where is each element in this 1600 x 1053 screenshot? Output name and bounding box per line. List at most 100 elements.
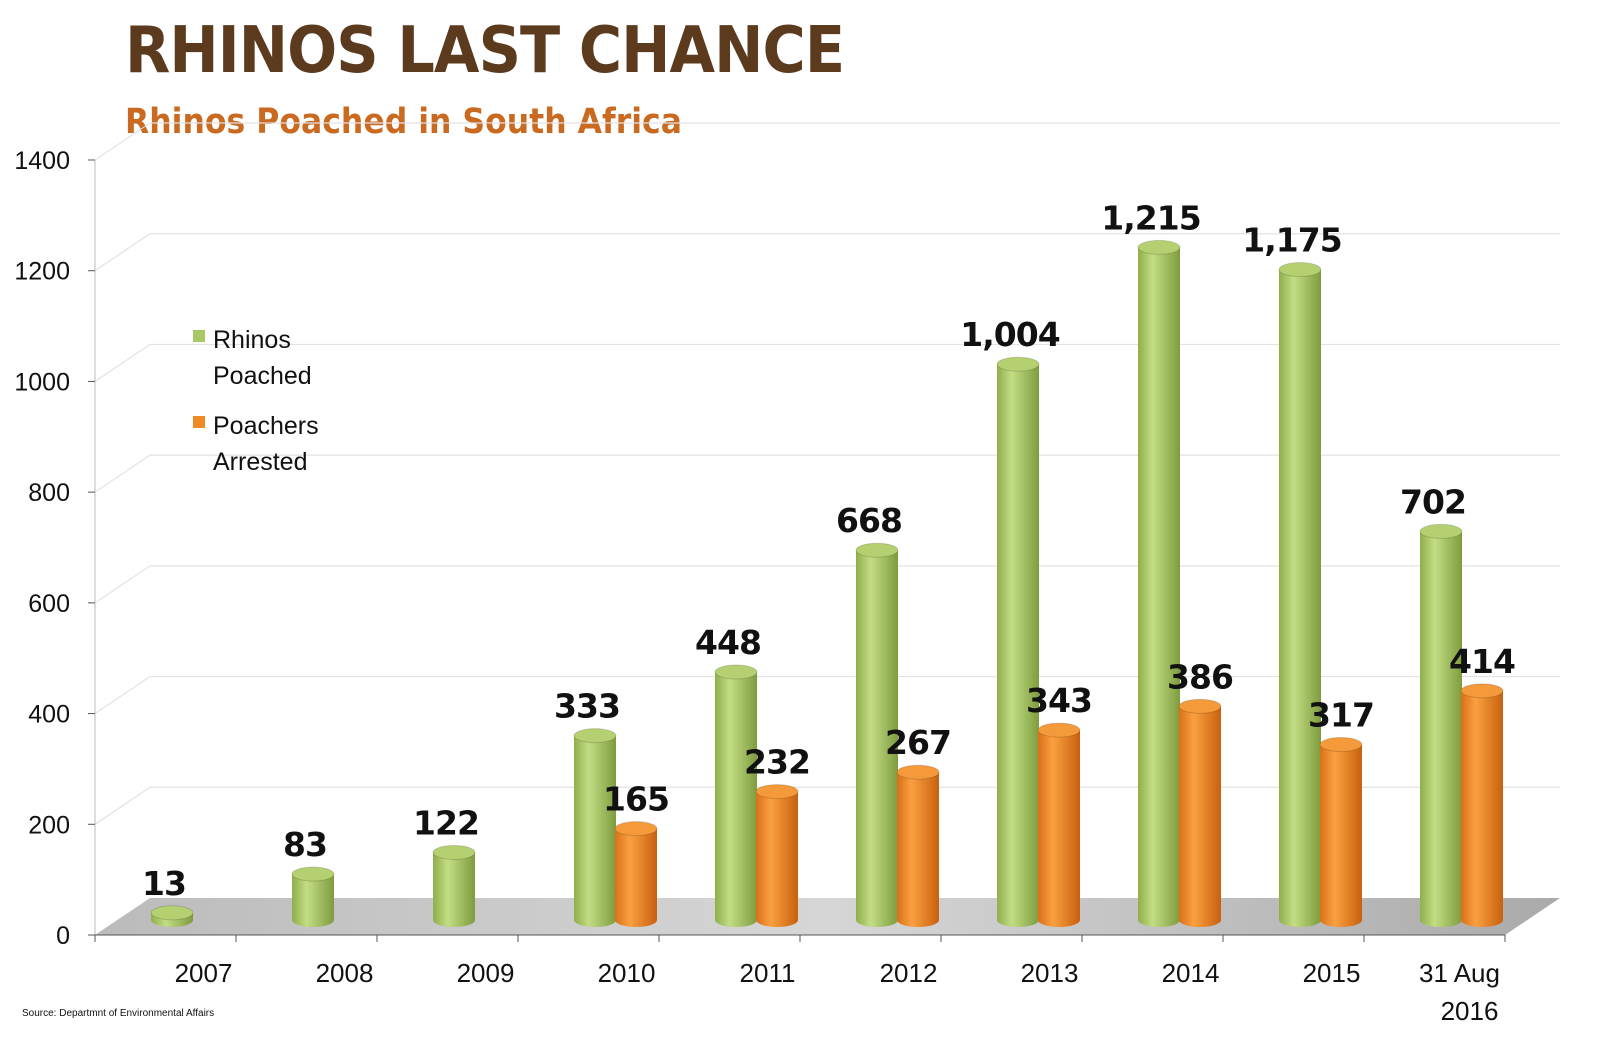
data-label: 83 (283, 825, 327, 864)
bar-poachers-arrested-body (897, 772, 939, 927)
bar-rhinos-poached (291, 866, 335, 927)
data-label: 232 (744, 743, 810, 782)
legend: Rhinos Poached Poachers Arrested (193, 322, 343, 494)
bar-rhinos-poached-body (997, 364, 1039, 927)
gridline-diagonal (94, 122, 151, 161)
gridline-diagonal (94, 454, 151, 493)
bar-rhinos-poached-top (714, 664, 758, 680)
bar-rhinos-poached (1419, 523, 1463, 927)
gridline-diagonal (94, 676, 151, 714)
bar-rhinos-poached-top (150, 905, 194, 921)
bar-poachers-arrested-body (1461, 690, 1503, 927)
bar-poachers-arrested (1319, 737, 1363, 927)
x-tick-label: 2010 (598, 958, 656, 988)
bar-rhinos-poached (996, 356, 1040, 927)
bar-rhinos-poached-body (1279, 269, 1321, 927)
bar-rhinos-poached-body (433, 852, 475, 927)
data-label: 414 (1449, 642, 1515, 681)
x-tick-label: 2014 (1162, 958, 1220, 988)
y-tick-label: 1200 (14, 258, 70, 286)
y-tick-label: 1400 (14, 147, 70, 175)
bar-rhinos-poached (432, 844, 476, 927)
bar-rhinos-poached-body (574, 735, 616, 927)
gridline-diagonal (94, 344, 151, 382)
data-label: 343 (1026, 681, 1092, 720)
bar-poachers-arrested-body (1179, 706, 1221, 927)
bar-rhinos-poached-body (715, 672, 757, 927)
x-tick-label: 2012 (880, 958, 938, 988)
bar-rhinos-poached-top (855, 542, 899, 558)
bar-rhinos-poached-top (996, 356, 1040, 372)
y-tick-label: 400 (28, 701, 70, 729)
y-tick-label: 600 (28, 590, 70, 618)
bar-rhinos-poached (1137, 239, 1181, 928)
bar-poachers-arrested (1037, 722, 1081, 927)
y-tick-label: 0 (56, 922, 70, 950)
bar-poachers-arrested (896, 764, 940, 927)
bar-poachers-arrested (1178, 698, 1222, 927)
bar-poachers-arrested-top (1319, 737, 1363, 753)
data-label: 702 (1400, 482, 1466, 521)
x-tick-label: 2013 (1021, 958, 1079, 988)
bar-rhinos-poached (1278, 262, 1322, 927)
bar-rhinos-poached-top (291, 866, 335, 882)
x-tick-label: 2007 (175, 958, 233, 988)
chart-title: Rhinos Poached in South Africa (125, 102, 682, 142)
y-tick-label: 800 (28, 479, 70, 507)
data-label: 1,215 (1101, 198, 1200, 237)
bar-poachers-arrested-top (755, 784, 799, 800)
y-tick-label: 200 (28, 811, 70, 839)
data-label: 165 (603, 780, 669, 819)
data-label: 333 (554, 687, 620, 726)
bar-rhinos-poached-body (292, 874, 334, 927)
legend-label: Rhinos Poached (213, 326, 312, 390)
bar-rhinos-poached (573, 728, 617, 927)
bar-poachers-arrested (614, 821, 658, 927)
data-label: 13 (142, 864, 186, 903)
bar-poachers-arrested (755, 784, 799, 927)
data-label: 448 (695, 623, 761, 662)
bar-poachers-arrested-body (615, 828, 657, 927)
bar-poachers-arrested-body (1320, 744, 1362, 927)
bar-poachers-arrested-top (1460, 683, 1504, 699)
bar-rhinos-poached (150, 905, 194, 927)
data-label: 386 (1167, 657, 1233, 696)
x-tick-label: 2009 (457, 958, 515, 988)
y-tick-label: 1000 (14, 368, 70, 396)
bar-poachers-arrested-top (614, 821, 658, 837)
bar-poachers-arrested-top (896, 764, 940, 780)
x-tick-label: 2016 (1441, 996, 1499, 1026)
data-label: 1,175 (1242, 221, 1341, 260)
bar-rhinos-poached-top (1278, 262, 1322, 278)
gridline-diagonal (94, 233, 151, 272)
bar-rhinos-poached-top (1137, 239, 1181, 255)
data-label: 267 (885, 723, 951, 762)
legend-item-poached: Rhinos Poached (193, 322, 343, 394)
bar-rhinos-poached-body (1138, 247, 1180, 928)
data-label: 668 (836, 501, 902, 540)
gridline-diagonal (94, 565, 151, 604)
x-tick-label: 2015 (1303, 958, 1361, 988)
legend-swatch-poached (193, 330, 205, 342)
bar-rhinos-poached-body (856, 550, 898, 927)
bar-rhinos-poached-top (1419, 523, 1463, 539)
bar-rhinos-poached-top (432, 844, 476, 860)
data-label: 122 (413, 803, 479, 842)
legend-swatch-arrested (193, 416, 205, 428)
legend-label: Poachers Arrested (213, 412, 319, 476)
bar-poachers-arrested-body (756, 791, 798, 927)
x-tick-label: 2008 (316, 958, 374, 988)
legend-item-arrested: Poachers Arrested (193, 408, 343, 480)
bar-poachers-arrested-top (1178, 698, 1222, 714)
bar-poachers-arrested (1460, 683, 1504, 927)
bar-poachers-arrested-top (1037, 722, 1081, 738)
bar-poachers-arrested-body (1038, 730, 1080, 927)
x-tick-label: 31 Aug (1419, 958, 1500, 988)
x-tick-label: 2011 (740, 958, 796, 988)
bar-rhinos-poached-body (1420, 531, 1462, 927)
data-label: 317 (1308, 696, 1374, 735)
gridline-diagonal (94, 786, 151, 825)
bar-rhinos-poached (855, 542, 899, 927)
bar-rhinos-poached (714, 664, 758, 927)
